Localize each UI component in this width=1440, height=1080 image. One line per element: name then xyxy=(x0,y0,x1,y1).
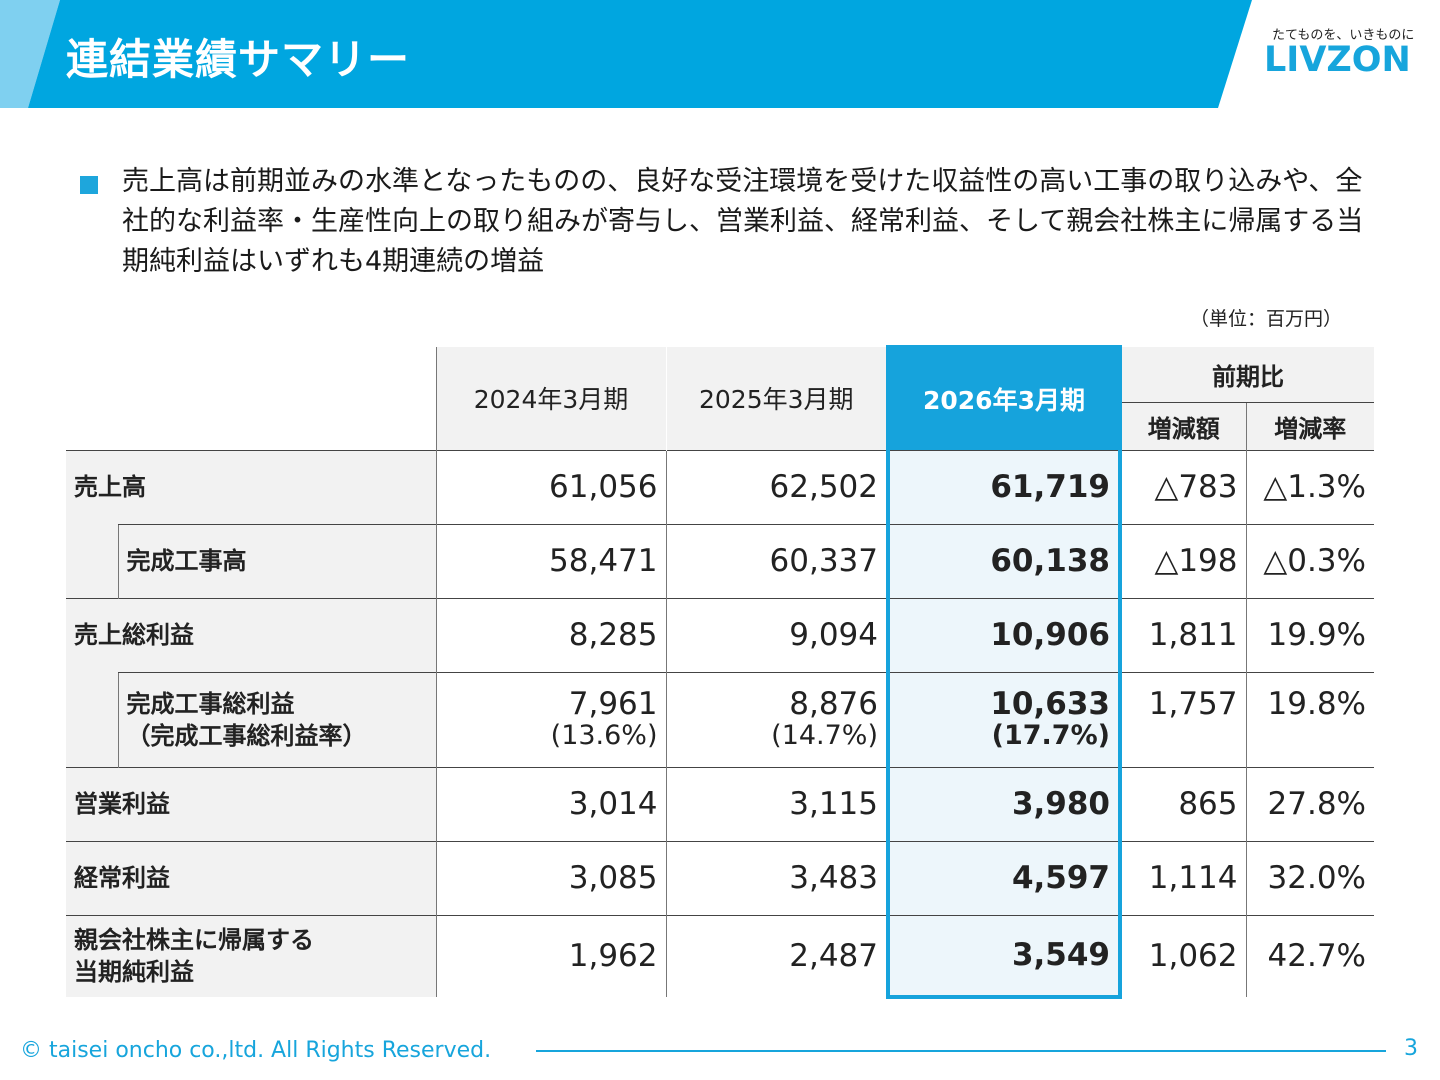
table-corner-blank xyxy=(66,347,436,450)
cell-change-rate: △1.3% xyxy=(1245,449,1374,524)
cell-fy2026: 61,719 xyxy=(886,449,1122,524)
cell-change-amount: 1,062 xyxy=(1120,914,1246,997)
row-label: 親会社株主に帰属する 当期純利益 xyxy=(66,914,436,997)
row-label-line2: 当期純利益 xyxy=(74,958,194,987)
table-row: 親会社株主に帰属する 当期純利益 1,962 2,487 3,549 1,062… xyxy=(66,914,1374,999)
cell-fy2025: 3,483 xyxy=(665,840,888,915)
row-label: 完成工事総利益 （完成工事総利益率） xyxy=(117,671,436,767)
cell-fy2026: 60,138 xyxy=(886,523,1122,598)
row-label-line1: 親会社株主に帰属する xyxy=(74,926,314,955)
cell-fy2026: 3,980 xyxy=(886,766,1122,841)
col-header-fy2026: 2026年3月期 xyxy=(886,345,1122,450)
cell-margin: (13.6%) xyxy=(550,719,658,751)
col-header-change-rate: 増減率 xyxy=(1245,402,1374,450)
cell-value: 10,633 xyxy=(990,685,1110,722)
cell-change-rate: 19.8% xyxy=(1245,671,1374,767)
cell-change-rate: △0.3% xyxy=(1245,523,1374,598)
row-indent xyxy=(66,524,118,598)
cell-value: 8,876 xyxy=(789,685,878,722)
cell-fy2025: 60,337 xyxy=(665,523,888,598)
row-label: 経常利益 xyxy=(66,840,436,915)
square-bullet-icon xyxy=(80,176,98,194)
cell-fy2025: 3,115 xyxy=(665,766,888,841)
cell-change-amount: 1,757 xyxy=(1120,671,1246,767)
table-row: 売上高 61,056 62,502 61,719 △783 △1.3% xyxy=(66,449,1374,524)
cell-margin: (17.7%) xyxy=(991,719,1110,751)
cell-change-amount: 865 xyxy=(1120,766,1246,841)
cell-change-amount: 1,811 xyxy=(1120,597,1246,672)
cell-margin: (14.7%) xyxy=(771,719,878,751)
table-row: 売上総利益 8,285 9,094 10,906 1,811 19.9% xyxy=(66,597,1374,672)
row-indent xyxy=(66,672,118,767)
cell-fy2024: 61,056 xyxy=(435,449,666,524)
results-table: 2024年3月期 2025年3月期 2026年3月期 前期比 増減額 増減率 売… xyxy=(66,345,1374,999)
summary-text: 売上高は前期並みの水準となったものの、良好な受注環境を受けた収益性の高い工事の取… xyxy=(122,166,1364,277)
cell-fy2024: 3,085 xyxy=(435,840,666,915)
cell-fy2024: 3,014 xyxy=(435,766,666,841)
logo-tagline: たてものを、いきものに xyxy=(1272,28,1415,43)
cell-change-rate: 19.9% xyxy=(1245,597,1374,672)
col-header-fy2025: 2025年3月期 xyxy=(665,347,888,450)
cell-change-rate: 32.0% xyxy=(1245,840,1374,915)
cell-fy2025: 8,876 (14.7%) xyxy=(665,671,888,767)
header-accent-stripe xyxy=(0,0,60,108)
page-number: 3 xyxy=(1404,1036,1418,1061)
footer-divider xyxy=(536,1050,1386,1052)
table-row: 営業利益 3,014 3,115 3,980 865 27.8% xyxy=(66,766,1374,841)
table-row: 完成工事高 58,471 60,337 60,138 △198 △0.3% xyxy=(66,523,1374,598)
page-title: 連結業績サマリー xyxy=(66,35,411,84)
cell-fy2024: 7,961 (13.6%) xyxy=(435,671,666,767)
cell-fy2025: 62,502 xyxy=(665,449,888,524)
footer-copyright: © taisei oncho co.,ltd. All Rights Reser… xyxy=(20,1038,492,1063)
cell-change-rate: 42.7% xyxy=(1245,914,1374,997)
cell-fy2024: 8,285 xyxy=(435,597,666,672)
cell-fy2026: 10,633 (17.7%) xyxy=(886,671,1122,767)
row-label-line2: （完成工事総利益率） xyxy=(126,721,367,750)
col-header-change-amount: 増減額 xyxy=(1120,402,1246,450)
table-row: 経常利益 3,085 3,483 4,597 1,114 32.0% xyxy=(66,840,1374,915)
col-header-fy2024: 2024年3月期 xyxy=(435,347,666,450)
cell-fy2026: 4,597 xyxy=(886,840,1122,915)
cell-change-rate: 27.8% xyxy=(1245,766,1374,841)
header-band xyxy=(0,0,1252,108)
col-header-yoy: 前期比 xyxy=(1120,347,1374,403)
cell-fy2024: 58,471 xyxy=(435,523,666,598)
cell-fy2025: 9,094 xyxy=(665,597,888,672)
table-row: 完成工事総利益 （完成工事総利益率） 7,961 (13.6%) 8,876 (… xyxy=(66,671,1374,767)
unit-note: （単位：百万円） xyxy=(1190,308,1343,330)
cell-change-amount: 1,114 xyxy=(1120,840,1246,915)
cell-value: 7,961 xyxy=(568,685,658,722)
cell-change-amount: △783 xyxy=(1120,449,1246,524)
row-label-line1: 完成工事総利益 xyxy=(126,689,295,718)
cell-fy2026: 10,906 xyxy=(886,597,1122,672)
cell-fy2025: 2,487 xyxy=(665,914,888,997)
row-label: 完成工事高 xyxy=(117,523,436,598)
cell-fy2024: 1,962 xyxy=(435,914,666,997)
row-label: 売上総利益 xyxy=(66,597,436,672)
row-label: 売上高 xyxy=(66,449,436,524)
row-label: 営業利益 xyxy=(66,766,436,841)
logo-wordmark: LIVZON xyxy=(1264,40,1411,80)
cell-change-amount: △198 xyxy=(1120,523,1246,598)
cell-fy2026: 3,549 xyxy=(886,914,1122,999)
header-main-band xyxy=(28,0,1252,108)
